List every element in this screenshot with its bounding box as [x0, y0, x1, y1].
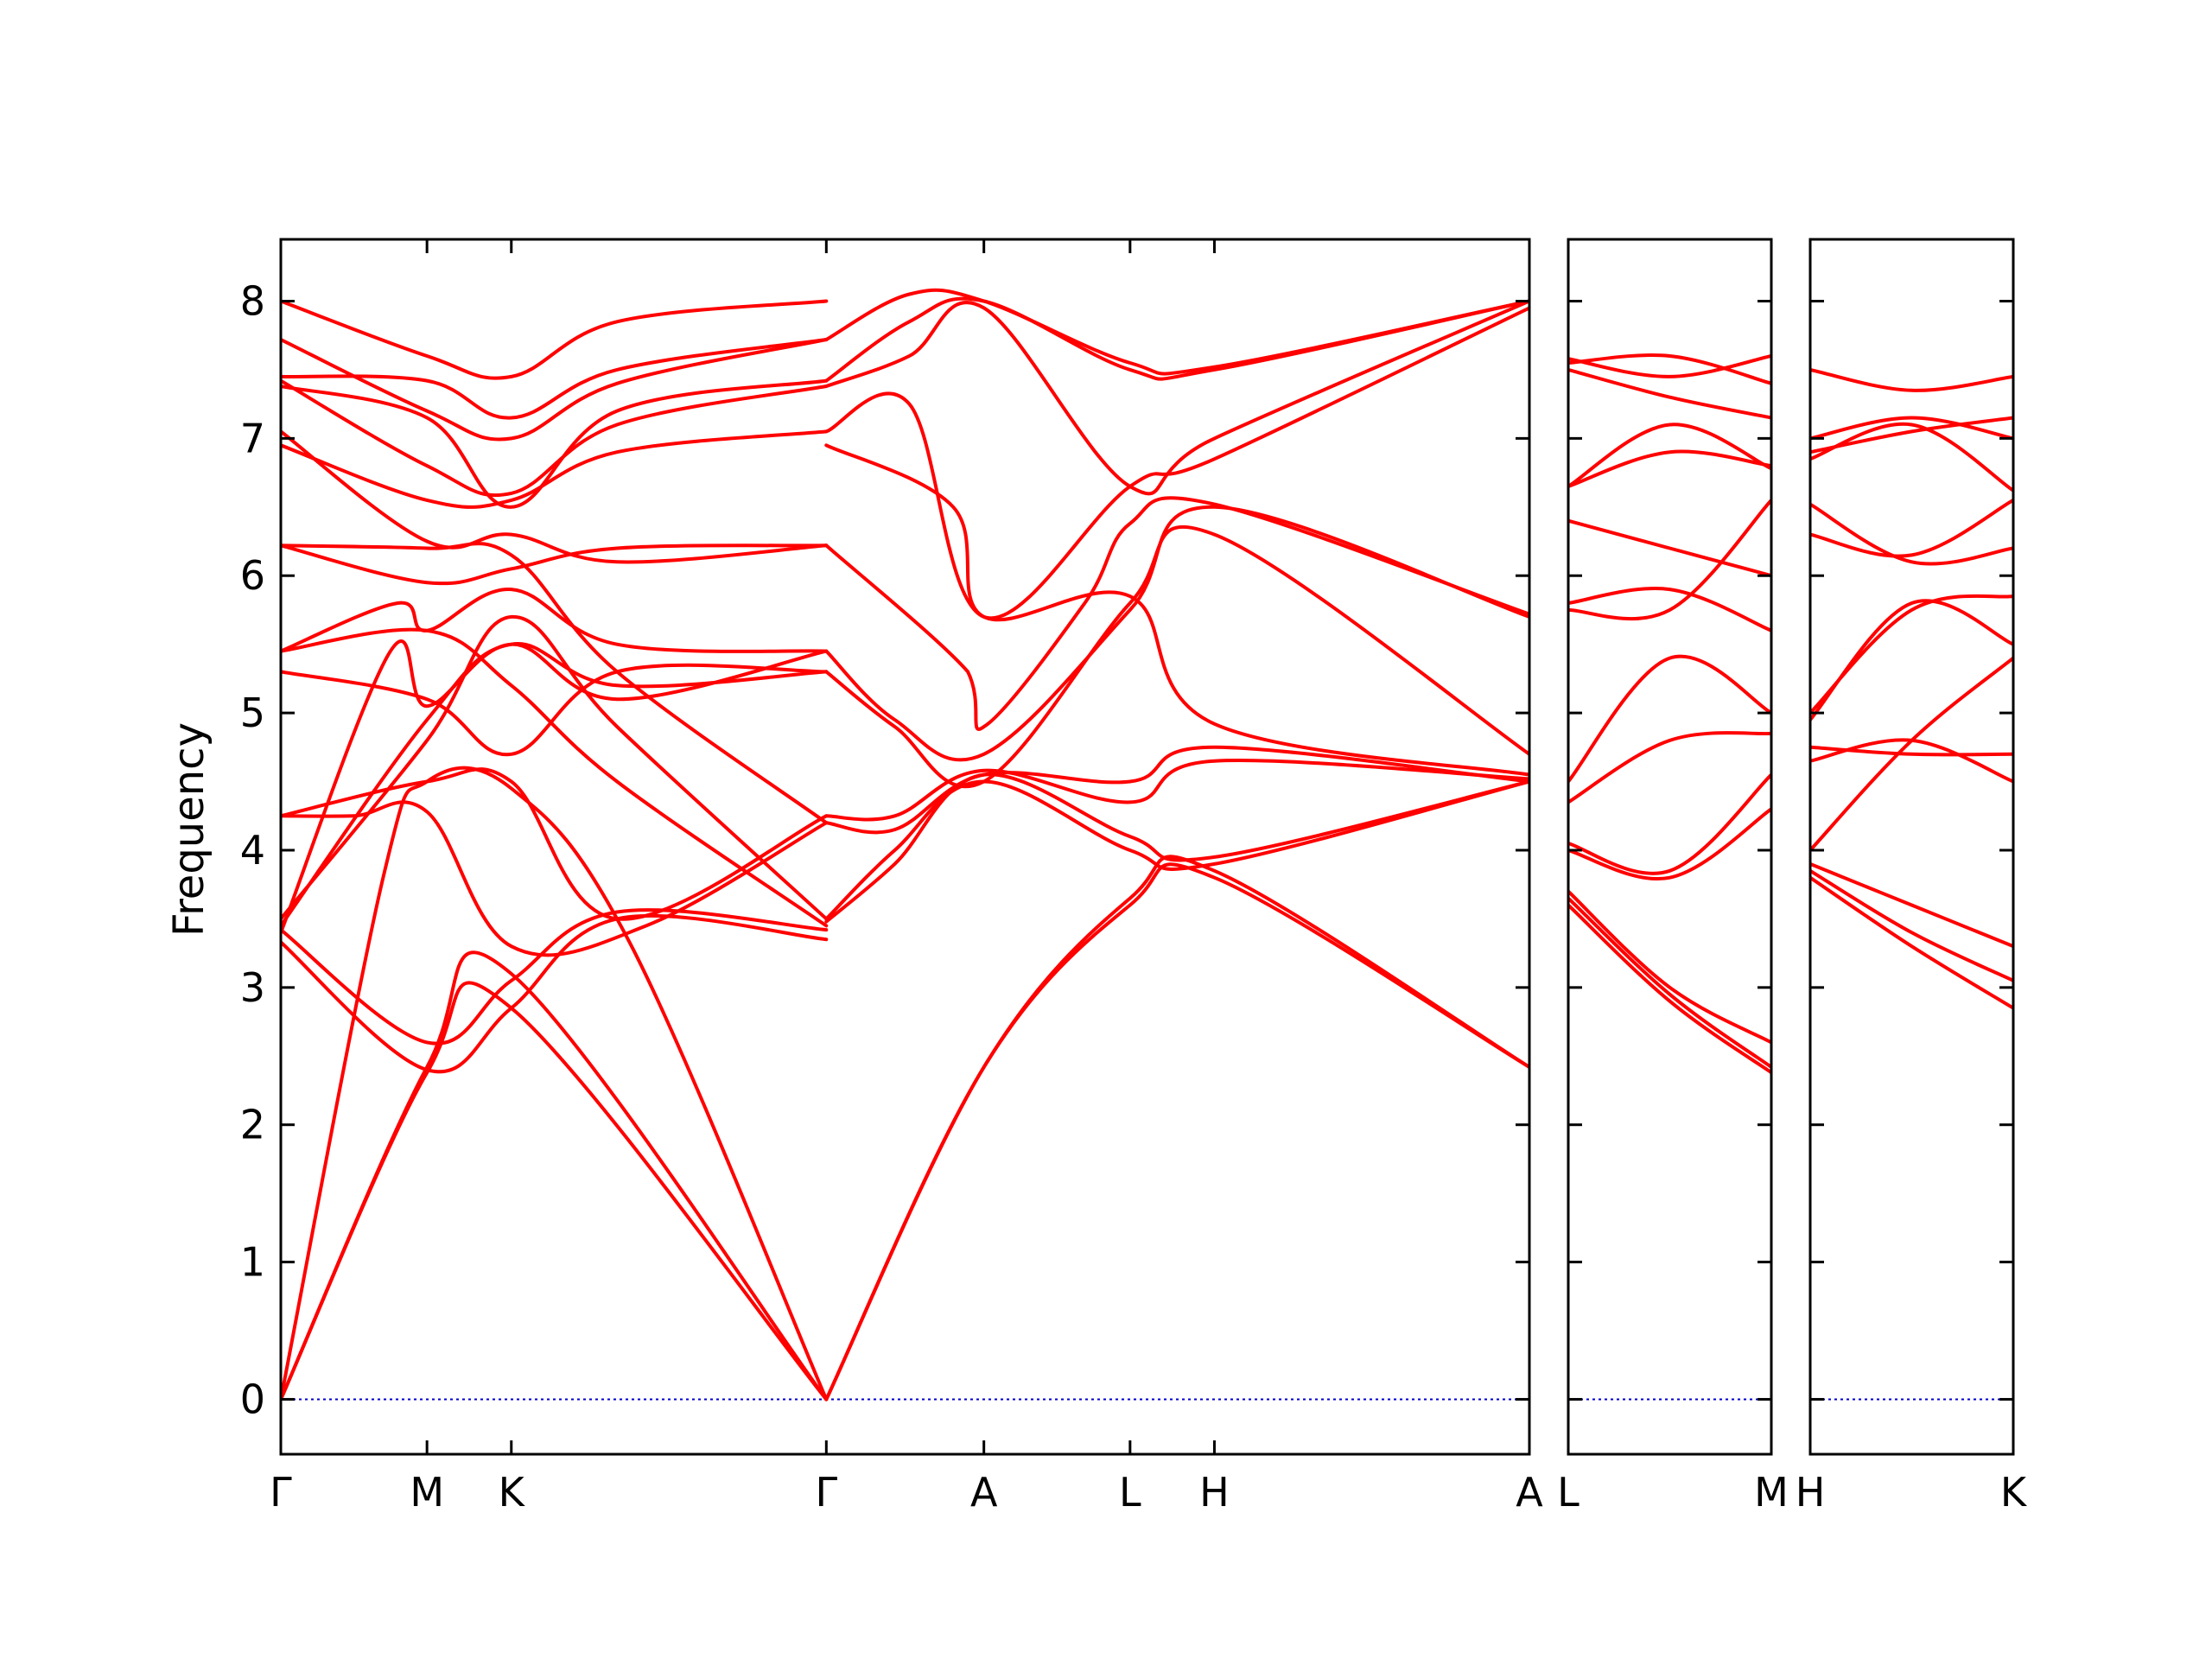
- band-line-5: [1810, 738, 2013, 784]
- panel-frame: [1567, 238, 1773, 1456]
- band-line-8: [1568, 498, 1771, 621]
- band-line-19: [281, 429, 829, 509]
- band-line-28: [824, 758, 1529, 822]
- band-line-13: [281, 663, 829, 757]
- y-tick-label: 7: [240, 415, 265, 461]
- band-line-9: [1568, 587, 1771, 632]
- band-line-23: [281, 338, 829, 420]
- band-line-30: [824, 505, 1529, 762]
- band-line-13: [1810, 416, 2013, 441]
- band-line-1: [1810, 875, 2013, 1010]
- band-line-18: [281, 429, 829, 564]
- y-tick-label: 2: [240, 1102, 265, 1148]
- x-tick-label: M: [1754, 1469, 1789, 1516]
- band-line-25: [824, 772, 1529, 924]
- y-tick-label: 3: [240, 964, 265, 1011]
- band-line-17: [281, 543, 829, 586]
- y-axis-label: Frequency: [165, 722, 213, 937]
- band-line-21: [281, 378, 829, 509]
- band-line-34: [824, 299, 1529, 496]
- x-tick-label: Γ: [816, 1469, 838, 1516]
- band-line-2: [281, 950, 829, 1402]
- band-lines: [1810, 367, 2013, 1010]
- band-line-11: [1810, 422, 2013, 493]
- x-tick-label: M: [410, 1469, 444, 1516]
- band-line-35: [824, 296, 1529, 383]
- band-lines: [281, 288, 1529, 1402]
- band-line-14: [1810, 367, 2013, 392]
- band-line-12: [1810, 416, 2013, 454]
- band-line-16: [281, 542, 829, 825]
- band-line-22: [281, 338, 829, 442]
- panel-frame: [279, 238, 1531, 1456]
- y-tick-label: 4: [240, 827, 265, 874]
- band-line-1: [281, 981, 829, 1402]
- band-line-27: [824, 745, 1529, 835]
- band-line-7: [1810, 599, 2013, 721]
- band-line-9: [1810, 498, 2013, 558]
- band-line-5: [824, 855, 1529, 1402]
- x-tick-label: Γ: [270, 1469, 292, 1516]
- band-line-10: [1810, 502, 2013, 566]
- band-line-6: [1568, 731, 1771, 804]
- band-line-12: [281, 639, 829, 935]
- x-tick-label: A: [1516, 1469, 1543, 1516]
- band-line-11: [1568, 423, 1771, 488]
- band-line-8: [1810, 594, 2013, 715]
- band-line-8: [281, 800, 829, 957]
- band-line-31: [824, 496, 1529, 731]
- y-tick-label: 8: [240, 277, 265, 324]
- x-tick-label: L: [1557, 1469, 1580, 1516]
- band-line-4: [824, 862, 1529, 1402]
- band-line-3: [1810, 861, 2013, 949]
- band-line-11: [281, 641, 829, 928]
- band-line-2: [1810, 868, 2013, 982]
- band-line-26: [824, 779, 1529, 921]
- band-line-32: [824, 443, 1529, 777]
- panel-frame: [1808, 238, 2015, 1456]
- band-line-15: [1568, 354, 1771, 378]
- band-lines: [1568, 353, 1771, 1075]
- band-line-36: [824, 288, 1529, 376]
- band-line-24: [281, 299, 829, 380]
- y-tick-label: 6: [240, 552, 265, 599]
- y-tick-label: 0: [240, 1376, 265, 1422]
- panel-1: Γ M K Γ A L H A 0 1 2 3 4 5 6 7 8: [240, 238, 1543, 1516]
- x-tick-label: K: [2000, 1469, 2028, 1516]
- band-line-12: [1568, 449, 1771, 488]
- band-line-5: [1568, 772, 1771, 875]
- y-tick-label: 1: [240, 1239, 265, 1286]
- band-line-2: [1568, 896, 1771, 1069]
- band-line-3: [1568, 889, 1771, 1045]
- band-line-10: [281, 614, 829, 921]
- x-tick-label: H: [1199, 1469, 1230, 1516]
- band-line-15: [281, 588, 829, 653]
- band-line-4: [1568, 807, 1771, 880]
- x-tick-label: A: [970, 1469, 998, 1516]
- band-line-3: [281, 766, 829, 1402]
- x-tick-label: L: [1119, 1469, 1141, 1516]
- band-line-14: [281, 627, 829, 928]
- band-line-33: [824, 306, 1529, 620]
- band-line-14: [1568, 353, 1771, 385]
- band-line-13: [1568, 367, 1771, 420]
- band-line-20: [281, 378, 829, 498]
- band-line-1: [1568, 903, 1771, 1075]
- x-tick-label: H: [1796, 1469, 1826, 1516]
- band-line-29: [824, 524, 1529, 789]
- band-line-6: [1810, 745, 2013, 757]
- y-tick-label: 5: [240, 690, 265, 736]
- band-line-10: [1568, 518, 1771, 578]
- x-tick-label: K: [499, 1469, 526, 1516]
- band-line-7: [281, 908, 829, 1046]
- band-line-7: [1568, 654, 1771, 784]
- band-line-6: [281, 913, 829, 1074]
